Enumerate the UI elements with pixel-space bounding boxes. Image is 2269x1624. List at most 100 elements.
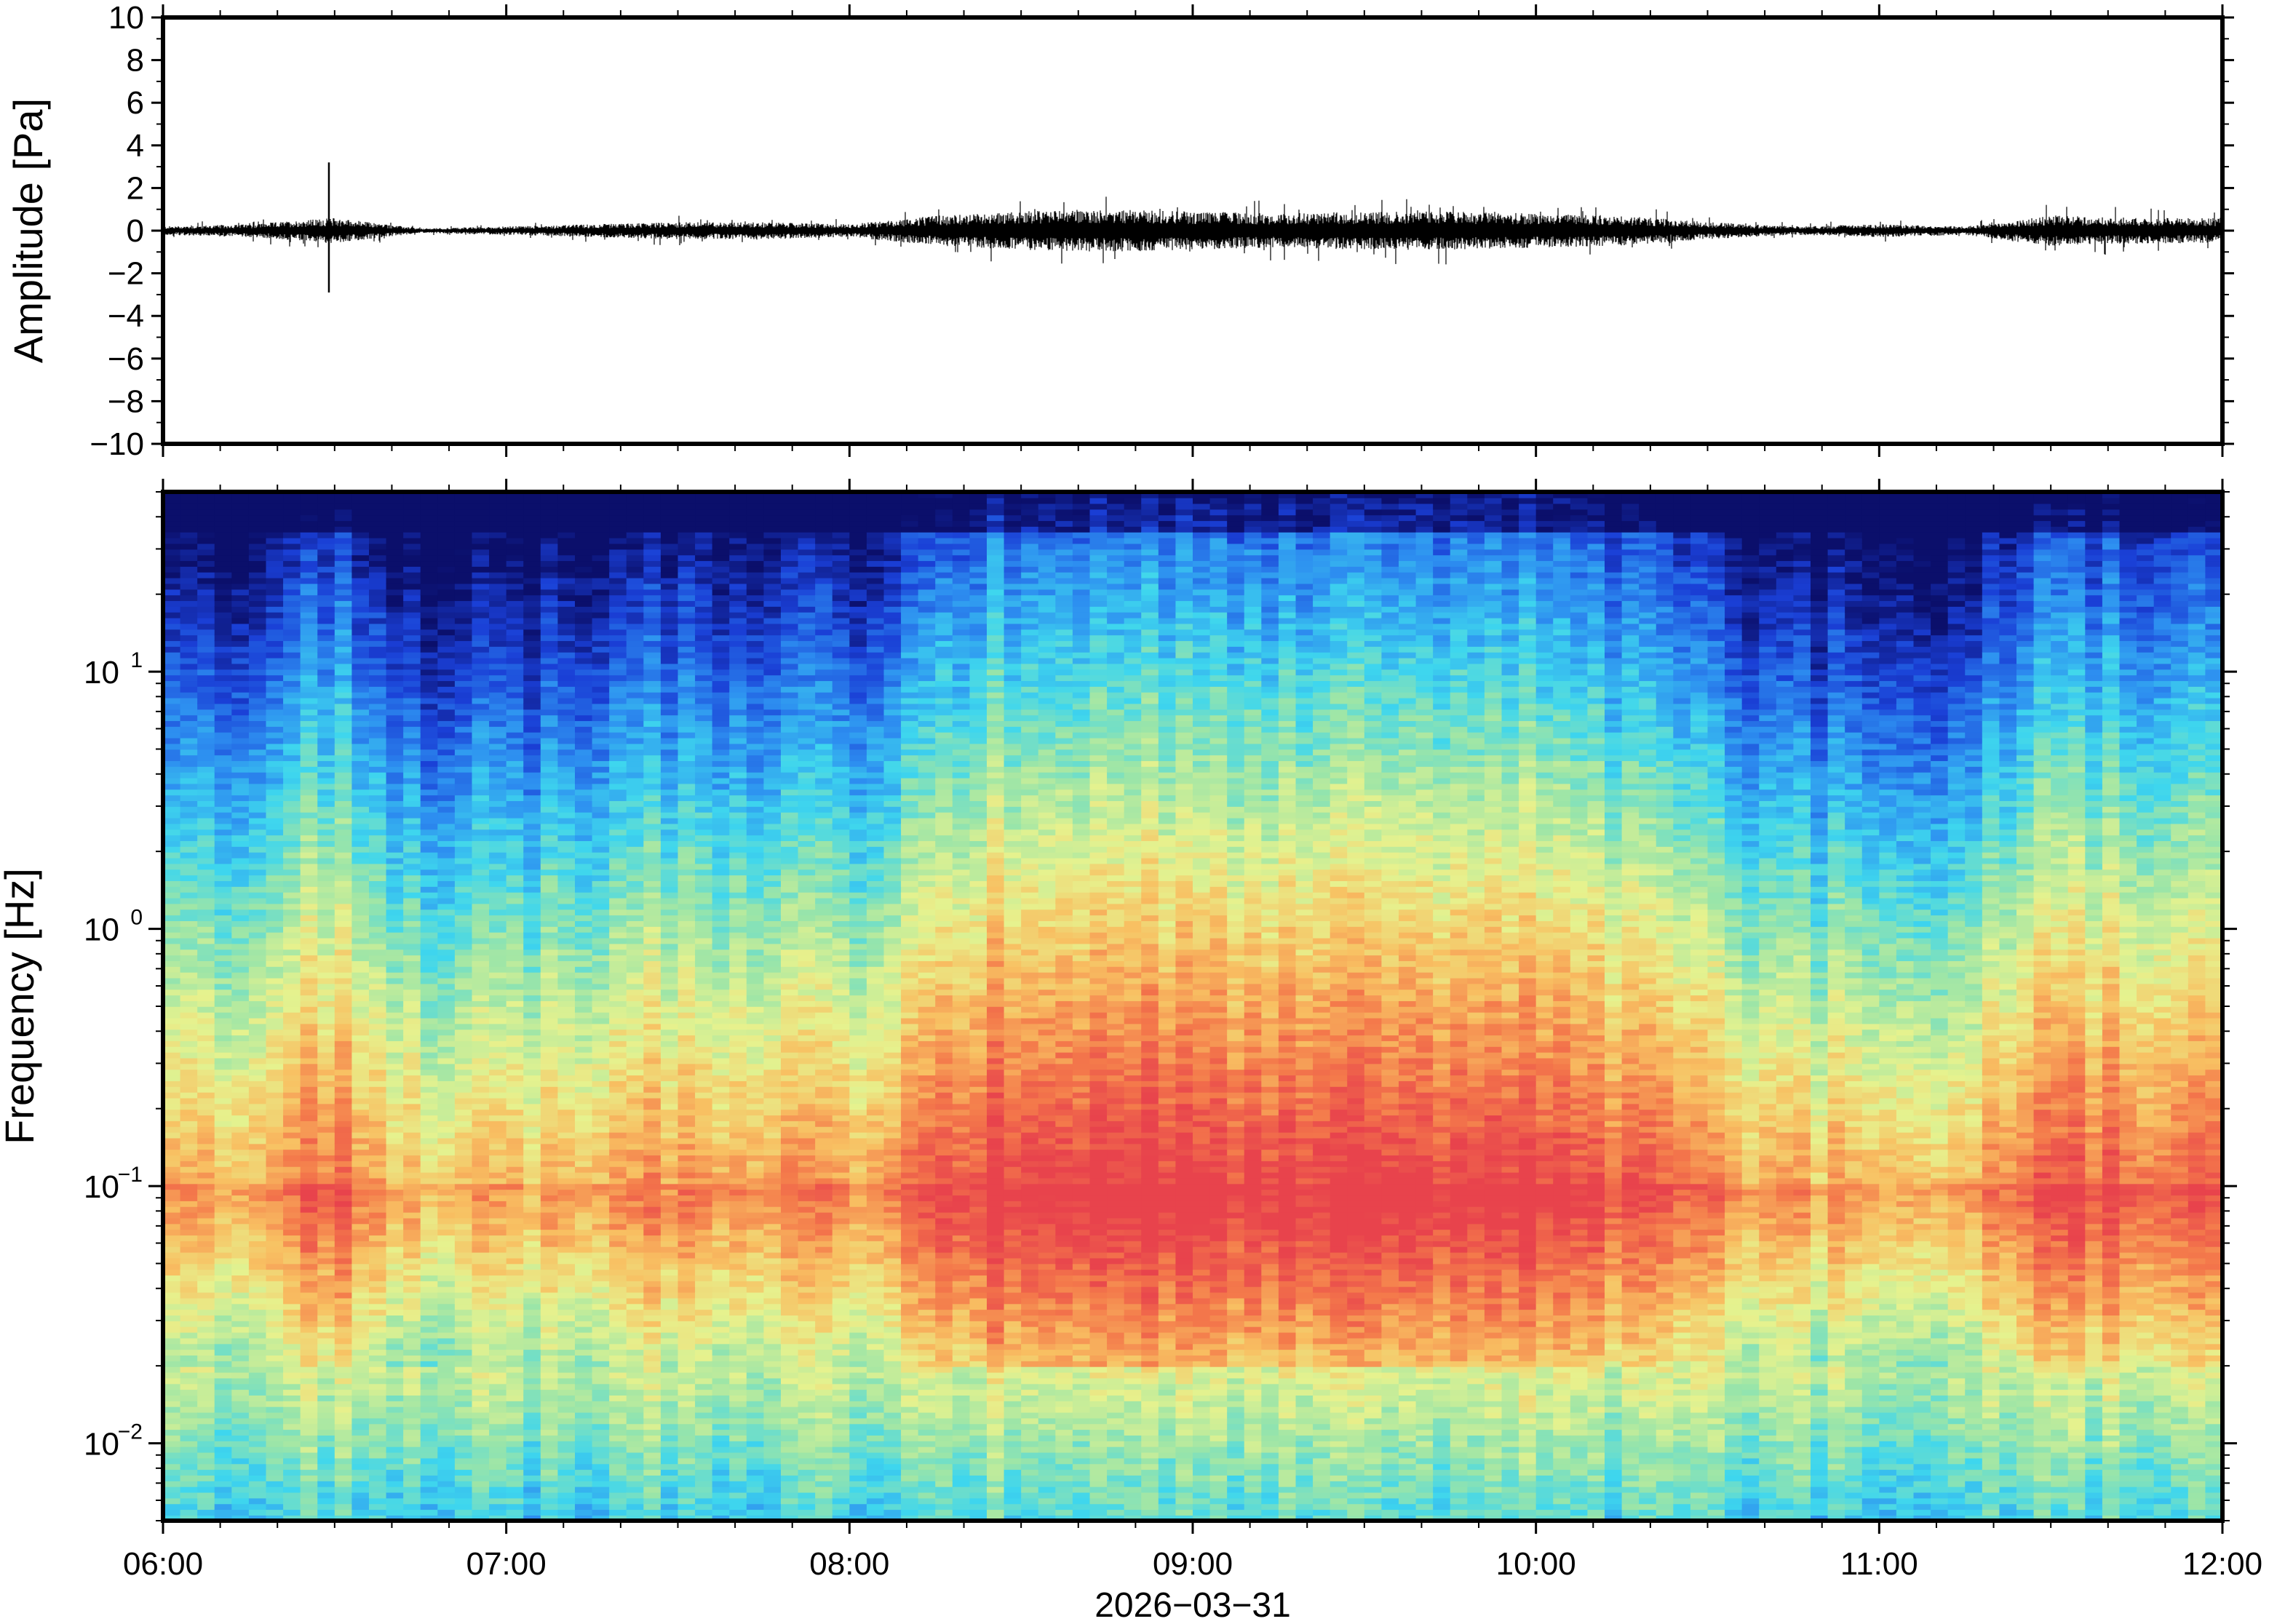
- spectrogram-cell: [334, 640, 353, 647]
- spectrogram-cell: [163, 1509, 181, 1516]
- spectrogram-cell: [369, 520, 387, 527]
- spectrogram-cell: [317, 1303, 335, 1310]
- spectrogram-cell: [214, 703, 233, 710]
- spectrogram-cell: [386, 943, 404, 950]
- spectrogram-cell: [454, 1286, 473, 1293]
- spectrogram-cell: [197, 1446, 215, 1453]
- spectrogram-cell: [180, 1452, 198, 1459]
- spectrogram-cell: [454, 1183, 473, 1190]
- spectrogram-cell: [540, 1315, 559, 1321]
- waveform-y-tick-label: 10: [108, 0, 144, 36]
- spectrogram-cell: [369, 1377, 387, 1385]
- spectrogram-cell: [592, 1457, 610, 1465]
- spectrogram-cell: [489, 817, 507, 824]
- spectrogram-cell: [386, 1469, 404, 1476]
- spectrogram-cell: [454, 1121, 473, 1127]
- spectrogram-cell: [437, 520, 456, 527]
- spectrogram-cell: [592, 1361, 610, 1367]
- spectrogram-cell: [437, 549, 456, 556]
- spectrogram-cell: [454, 1046, 473, 1053]
- spectrogram-cell: [266, 811, 284, 819]
- spectrogram-cell: [575, 1040, 593, 1047]
- spectrogram-cell: [300, 1017, 319, 1024]
- spectrogram-cell: [557, 1000, 576, 1007]
- spectrogram-cell: [231, 920, 250, 927]
- spectrogram-cell: [231, 1131, 250, 1139]
- spectrogram-cell: [334, 1011, 353, 1019]
- spectrogram-cell: [523, 755, 541, 762]
- spectrogram-cell: [523, 646, 541, 653]
- spectrogram-cell: [609, 1137, 627, 1145]
- spectrogram-cell: [180, 657, 198, 664]
- spectrogram-cell: [506, 931, 525, 939]
- spectrogram-cell: [300, 1446, 319, 1453]
- spectrogram-cell: [386, 1503, 404, 1510]
- spectrogram-cell: [489, 1246, 507, 1253]
- spectrogram-cell: [231, 1361, 250, 1367]
- spectrogram-cell: [472, 1251, 490, 1259]
- spectrogram-cell: [472, 1217, 490, 1225]
- spectrogram-cell: [180, 931, 198, 939]
- spectrogram-cell: [197, 1291, 215, 1299]
- spectrogram-cell: [266, 1211, 284, 1219]
- spectrogram-cell: [266, 1509, 284, 1516]
- spectrogram-cell: [557, 749, 576, 756]
- spectrogram-cell: [351, 880, 370, 887]
- spectrogram-cell: [506, 531, 525, 538]
- spectrogram-cell: [472, 766, 490, 773]
- spectrogram-cell: [489, 1126, 507, 1133]
- spectrogram-cell: [489, 1355, 507, 1361]
- spectrogram-cell: [420, 492, 439, 498]
- spectrogram-cell: [557, 857, 576, 864]
- spectrogram-cell: [437, 543, 456, 550]
- spectrogram-cell: [540, 971, 559, 979]
- spectrogram-cell: [472, 1452, 490, 1459]
- spectrogram-cell: [266, 823, 284, 830]
- spectrogram-cell: [317, 846, 335, 853]
- spectrogram-cell: [214, 1321, 233, 1327]
- spectrogram-cell: [266, 686, 284, 693]
- spectrogram-cell: [592, 857, 610, 864]
- spectrogram-cell: [163, 1211, 181, 1219]
- spectrogram-cell: [609, 1091, 627, 1099]
- spectrogram-cell: [489, 755, 507, 762]
- spectrogram-cell: [420, 1366, 439, 1373]
- waveform-y-tick-label: −2: [108, 256, 144, 292]
- spectrogram-cell: [523, 1251, 541, 1259]
- spectrogram-cell: [300, 543, 319, 550]
- spectrogram-cell: [386, 766, 404, 773]
- spectrogram-cell: [523, 1297, 541, 1305]
- spectrogram-cell: [437, 1023, 456, 1030]
- spectrogram-cell: [472, 1006, 490, 1013]
- spectrogram-cell: [489, 1069, 507, 1076]
- spectrogram-cell: [523, 1257, 541, 1265]
- spectrogram-cell: [300, 995, 319, 1001]
- spectrogram-cell: [592, 640, 610, 647]
- spectrogram-cell: [403, 1515, 421, 1521]
- spectrogram-cell: [472, 1086, 490, 1093]
- spectrogram-cell: [248, 1069, 267, 1076]
- spectrogram-cell: [609, 737, 627, 744]
- spectrogram-cell: [197, 1075, 215, 1081]
- spectrogram-cell: [283, 549, 301, 556]
- spectrogram-cell: [283, 886, 301, 893]
- spectrogram-cell: [248, 1515, 267, 1521]
- spectrogram-cell: [386, 1297, 404, 1305]
- spectrogram-cell: [351, 1457, 370, 1465]
- spectrogram-cell: [557, 514, 576, 522]
- spectrogram-cell: [283, 789, 301, 796]
- spectrogram-cell: [609, 931, 627, 939]
- spectrogram-cell: [592, 783, 610, 790]
- spectrogram-cell: [506, 1497, 525, 1505]
- spectrogram-cell: [180, 509, 198, 516]
- spectrogram-cell: [557, 840, 576, 847]
- spectrogram-cell: [386, 1126, 404, 1133]
- spectrogram-cell: [231, 1321, 250, 1327]
- spectrogram-cell: [592, 726, 610, 733]
- spectrogram-cell: [163, 1372, 181, 1379]
- spectrogram-cell: [575, 960, 593, 967]
- spectrogram-cell: [266, 875, 284, 881]
- spectrogram-cell: [540, 875, 559, 881]
- spectrogram-cell: [403, 949, 421, 956]
- spectrogram-cell: [334, 983, 353, 990]
